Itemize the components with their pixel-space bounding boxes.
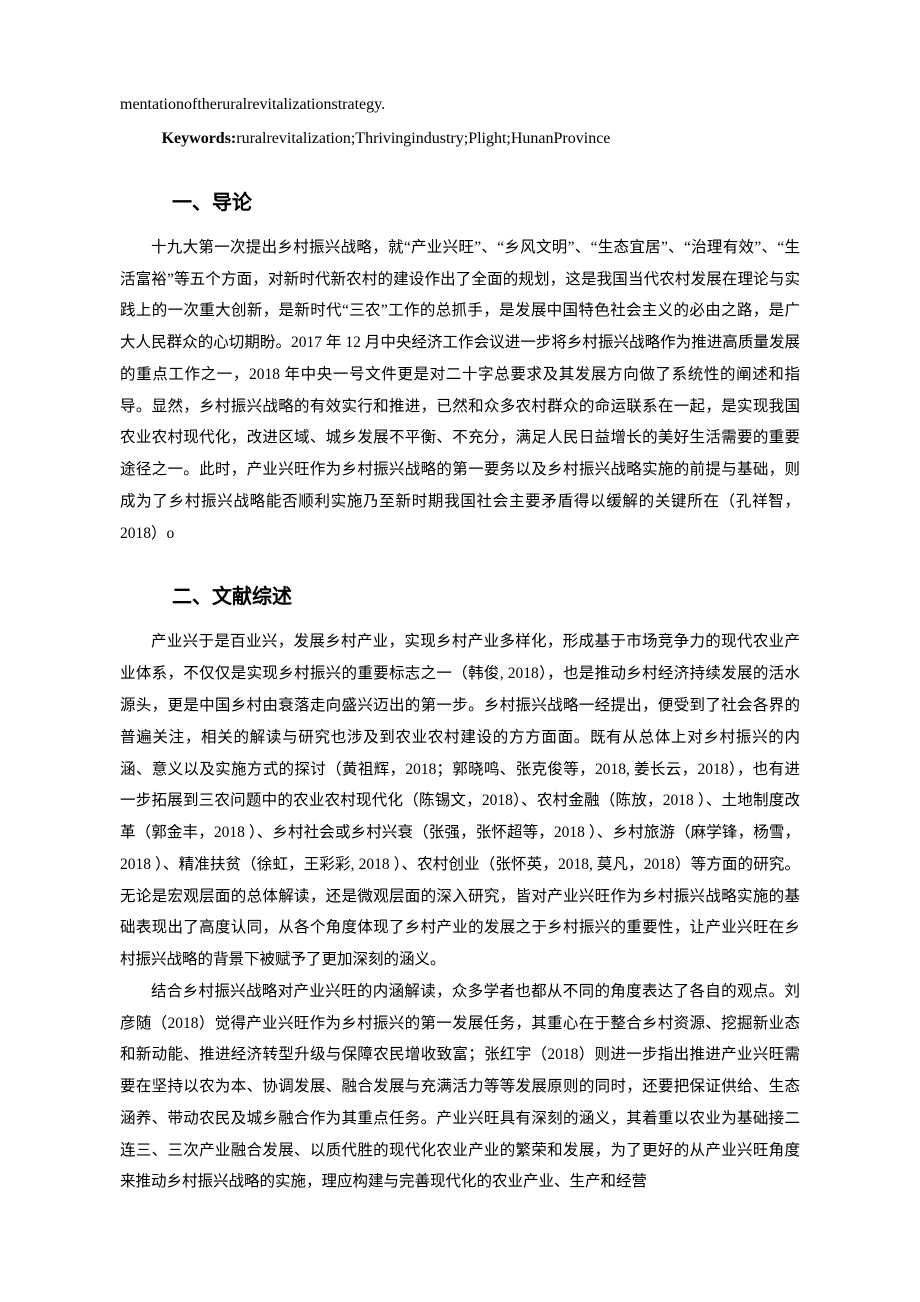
section-1-para-1: 十九大第一次提出乡村振兴战略，就“产业兴旺”、“乡风文明”、“生态宜居”、“治理… bbox=[120, 232, 800, 550]
section-1-heading: 一、导论 bbox=[120, 183, 800, 224]
english-fragment-text: mentationoftheruralrevitalizationstrateg… bbox=[120, 96, 385, 113]
section-1-heading-text: 一、导论 bbox=[172, 192, 252, 214]
keywords-line: Keywords:ruralrevitalization;Thrivingind… bbox=[120, 124, 800, 154]
section-2-body: 产业兴于是百业兴，发展乡村产业，实现乡村产业多样化，形成基于市场竞争力的现代农业… bbox=[120, 626, 800, 1198]
keywords-label: Keywords: bbox=[162, 130, 237, 147]
section-2-para-2: 结合乡村振兴战略对产业兴旺的内涵解读，众多学者也都从不同的角度表达了各自的观点。… bbox=[120, 976, 800, 1198]
section-2-para-1: 产业兴于是百业兴，发展乡村产业，实现乡村产业多样化，形成基于市场竞争力的现代农业… bbox=[120, 626, 800, 975]
english-fragment-line: mentationoftheruralrevitalizationstrateg… bbox=[120, 90, 800, 120]
section-1-body: 十九大第一次提出乡村振兴战略，就“产业兴旺”、“乡风文明”、“生态宜居”、“治理… bbox=[120, 232, 800, 550]
section-2-heading-text: 二、文献综述 bbox=[172, 586, 292, 608]
keywords-text: ruralrevitalization;Thrivingindustry;Pli… bbox=[236, 130, 610, 147]
document-page: mentationoftheruralrevitalizationstrateg… bbox=[0, 0, 920, 1302]
section-2-heading: 二、文献综述 bbox=[120, 577, 800, 618]
